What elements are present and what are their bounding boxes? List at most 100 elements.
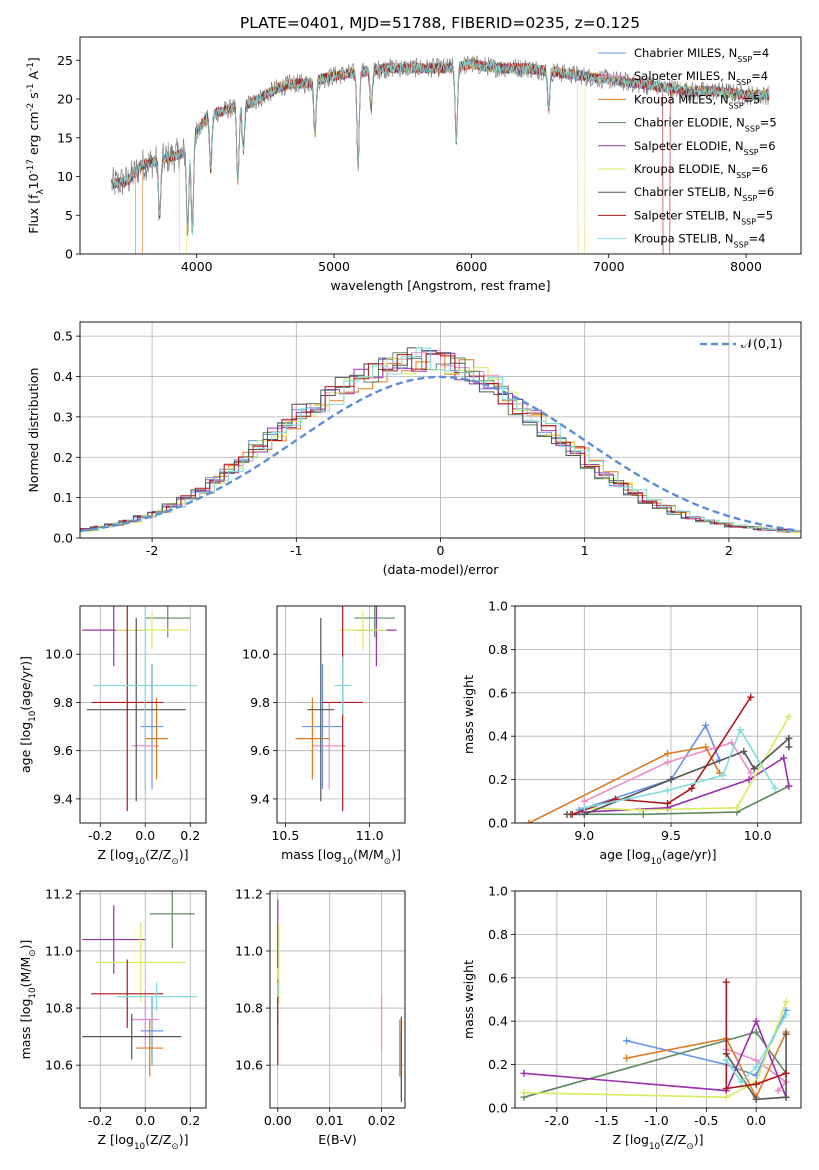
legend-label: Chabrier ELODIE, NSSP=5	[634, 116, 777, 134]
y-tick-label: 10.6	[45, 1058, 73, 1073]
text-span: age [log	[599, 847, 650, 862]
histogram-step-line	[80, 347, 797, 532]
x-tick-label: 11.0	[356, 828, 384, 843]
y-tick-label: 10.8	[235, 1001, 263, 1016]
x-axis-label: mass [log10(M/M⊙)]	[281, 847, 401, 867]
panel-mass-vs-EBV: 0.00 0.01 0.02 10.6 10.8 11.0 11.2 E(B-V)	[235, 886, 406, 1147]
legend-label: Kroupa STELIB, NSSP=4	[634, 232, 765, 250]
plus-marker	[785, 743, 793, 751]
plus-marker	[745, 776, 753, 784]
y-tick-label: 5	[65, 208, 73, 223]
y-tick-label: 9.8	[250, 695, 270, 710]
text-span: SSP	[745, 124, 760, 133]
axes-frame	[276, 605, 406, 824]
plus-marker	[782, 1093, 790, 1101]
x-tick-label: 9.5	[661, 828, 681, 843]
y-axis-label: Normed distribution	[26, 368, 41, 493]
text-span: ⊙	[686, 1142, 693, 1152]
x-tick-label: 0.2	[180, 1113, 200, 1128]
axes-frame	[514, 605, 802, 824]
x-axis-label: Z [log10(Z/Z⊙)]	[612, 1132, 703, 1152]
text-span: SSP	[736, 78, 751, 87]
y-tick-label: 20	[57, 92, 73, 107]
x-tick-label: 9.0	[574, 828, 594, 843]
axes-frame	[514, 890, 802, 1109]
plus-marker	[752, 1028, 760, 1036]
axes-frame	[79, 36, 802, 255]
mass-weight-line	[523, 1001, 787, 1099]
plus-marker	[580, 804, 588, 812]
plus-marker	[667, 776, 675, 784]
plus-marker	[702, 721, 710, 729]
y-tick-label: 0.0	[488, 1101, 508, 1116]
plus-marker	[636, 806, 644, 814]
text-span: =4	[749, 232, 766, 246]
text-span: 10	[28, 710, 38, 722]
plus-marker	[520, 1089, 528, 1097]
mass-weight-line	[583, 741, 752, 803]
text-span: Salpeter STELIB, N	[634, 208, 741, 222]
y-tick-label: 9.8	[53, 695, 73, 710]
text-span: =5	[756, 208, 773, 222]
x-tick-label: 0.01	[316, 1113, 344, 1128]
text-span: Chabrier ELODIE, N	[634, 116, 745, 130]
text-span: Z [log	[97, 1132, 133, 1147]
plus-marker	[782, 1011, 790, 1019]
text-span: ⊙	[28, 949, 38, 956]
text-span: ⊙	[384, 857, 391, 867]
legend-label: Kroupa MILES, NSSP=5	[634, 92, 760, 110]
plus-marker	[722, 978, 730, 986]
text-span: (Z/Z	[660, 1132, 686, 1147]
text-span: E(B-V)	[318, 1132, 357, 1147]
plot-area	[111, 55, 770, 254]
panel-spectrum: 4000 5000 6000 7000 8000 0 5 10 15 20 25 wavelength…	[26, 36, 802, 293]
text-span: -1	[26, 62, 36, 71]
text-span: -2	[26, 103, 36, 112]
plus-marker	[774, 1087, 782, 1095]
plus-marker	[737, 1078, 745, 1086]
text-span: (Z/Z	[145, 1132, 171, 1147]
plus-marker	[752, 1017, 760, 1025]
histogram-step-line	[84, 357, 801, 533]
plus-marker	[782, 1069, 790, 1077]
text-span: (M/M	[18, 957, 33, 988]
text-span: (Z/Z	[145, 847, 171, 862]
plus-marker	[752, 1095, 760, 1103]
x-axis-label: E(B-V)	[318, 1132, 357, 1147]
text-span: =4	[752, 46, 769, 60]
axes-frame	[269, 890, 406, 1109]
text-span: (M/M	[353, 847, 384, 862]
y-tick-label: 1.0	[488, 884, 508, 899]
y-tick-label: 0.4	[488, 729, 508, 744]
legend-label: Chabrier STELIB, NSSP=6	[634, 185, 774, 203]
plus-marker	[580, 810, 588, 818]
panel-age-vs-mass: 10.5 11.0 9.4 9.6 9.8 10.0 mass [log10(M/M⊙)]	[242, 605, 406, 867]
x-tick-label: 0.0	[135, 1113, 155, 1128]
histogram-step-line	[80, 353, 801, 532]
x-tick-label: 10.5	[271, 828, 299, 843]
plus-marker	[782, 1030, 790, 1038]
panel-residuals: -2 -1 0 1 2 0.0 0.1 0.2 0.3 0.4 0.5 (data-model)/er…	[26, 321, 802, 577]
x-tick-label: 2	[725, 543, 733, 558]
plus-marker	[623, 1054, 631, 1062]
text-span: Z [log	[97, 847, 133, 862]
mass-weight-line	[570, 785, 790, 816]
plus-marker	[747, 769, 755, 777]
y-axis-label: mass weight	[461, 675, 476, 754]
panel-mass-weight-vs-age: 9.0 9.5 10.0 0.0 0.2 0.4 0.6 0.8 1.0 age [log10(a…	[461, 599, 802, 867]
plus-marker	[752, 1063, 760, 1071]
text-span: λ	[36, 189, 46, 194]
plus-marker	[664, 758, 672, 766]
plus-marker	[722, 1084, 730, 1092]
x-tick-label: -1.5	[594, 1113, 618, 1128]
y-tick-label: 0.4	[53, 369, 73, 384]
plus-marker	[733, 804, 741, 812]
plus-marker	[782, 998, 790, 1006]
text-span: 10	[28, 987, 38, 999]
panel-mass-weight-vs-Z: -2.0 -1.5 -1.0 -0.5 0.0 0.0 0.2 0.4 0.6 0.8 1.0 Z […	[461, 884, 802, 1152]
plus-marker	[736, 726, 744, 734]
x-axis-label: wavelength [Angstrom, rest frame]	[330, 278, 550, 293]
y-tick-label: 0.2	[488, 772, 508, 787]
plus-marker	[785, 713, 793, 721]
